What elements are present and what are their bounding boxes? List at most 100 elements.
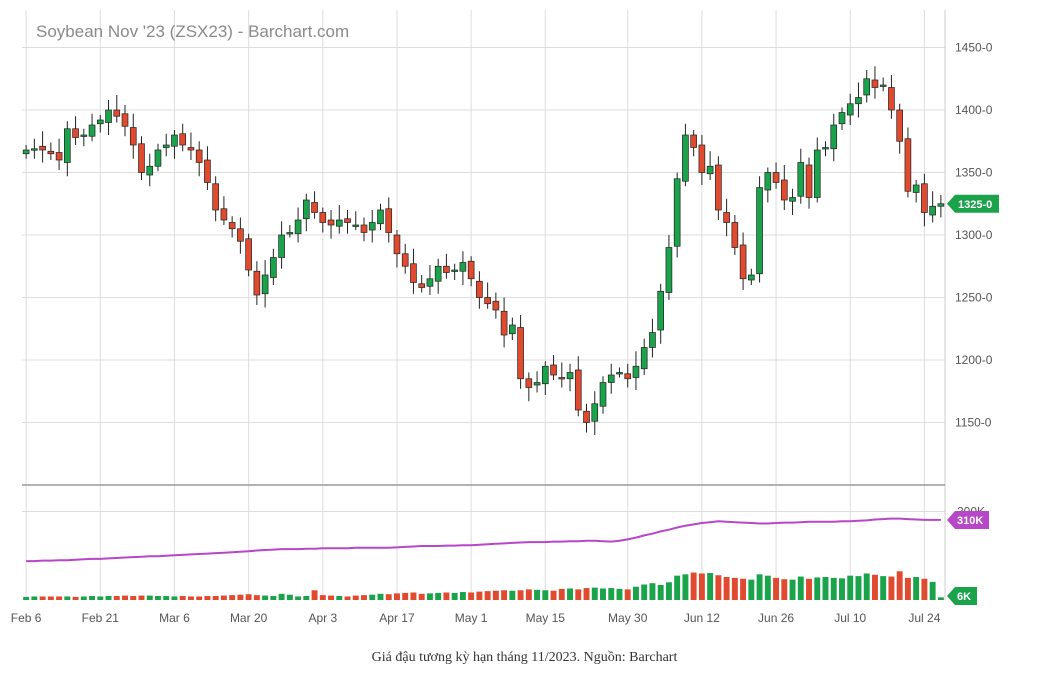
volume-bar xyxy=(756,574,763,600)
volume-bar xyxy=(39,596,46,600)
candle xyxy=(368,210,376,243)
volume-bar xyxy=(286,594,293,600)
candle xyxy=(39,131,46,163)
volume-bar xyxy=(550,590,557,600)
candle-body xyxy=(838,112,846,125)
candle-body xyxy=(410,263,417,283)
volume-bar xyxy=(781,579,788,600)
candle xyxy=(706,151,714,180)
chart-area: Soybean Nov '23 (ZSX23) - Barchart.com 1… xyxy=(10,10,999,625)
candle xyxy=(418,275,426,293)
candle xyxy=(772,162,780,189)
date-tick-label: Apr 3 xyxy=(308,611,337,625)
candle xyxy=(690,130,697,157)
volume-bar xyxy=(806,578,812,600)
candle xyxy=(377,203,384,230)
volume-bar xyxy=(707,573,714,600)
candle xyxy=(574,356,582,417)
candle-body xyxy=(665,247,673,293)
candle-body xyxy=(39,145,46,151)
candle-body xyxy=(896,109,903,142)
volume-bar xyxy=(394,593,400,600)
candle xyxy=(352,211,360,230)
volume-bar xyxy=(138,595,145,600)
candle xyxy=(558,362,566,388)
volume-bar xyxy=(303,596,310,600)
candle xyxy=(410,248,417,294)
candle-body xyxy=(912,184,920,193)
volume-bar xyxy=(336,596,343,600)
volume-bar xyxy=(748,579,755,600)
volume-bar xyxy=(888,576,895,600)
candle xyxy=(443,253,450,279)
volume-bar xyxy=(220,595,227,600)
volume-bar xyxy=(89,596,96,600)
candle xyxy=(838,107,846,130)
candle xyxy=(187,132,195,160)
volume-bar xyxy=(97,596,104,600)
candle xyxy=(171,130,178,159)
volume-bar xyxy=(196,596,203,600)
volume-bar xyxy=(402,592,409,600)
candle xyxy=(624,363,632,388)
candle-body xyxy=(492,300,500,311)
volume-bar xyxy=(690,572,697,600)
candle-body xyxy=(517,327,524,380)
candle xyxy=(492,292,500,319)
volume-bar xyxy=(731,577,738,600)
volume-bar xyxy=(212,596,219,600)
volume-bar xyxy=(492,590,499,600)
candle-body xyxy=(113,109,121,117)
volume-bar xyxy=(542,590,549,600)
volume-average-tag-shape xyxy=(947,510,989,529)
candle xyxy=(459,251,467,285)
candle xyxy=(921,173,928,227)
candle xyxy=(846,93,854,125)
candle-body xyxy=(822,147,829,150)
candle xyxy=(517,315,524,389)
volume-bar xyxy=(229,595,236,600)
volume-bar xyxy=(723,577,730,600)
candle xyxy=(632,351,640,390)
candle xyxy=(896,103,903,154)
candle xyxy=(220,196,228,225)
volume-bar xyxy=(863,573,870,600)
volume-bar xyxy=(369,594,376,600)
candle-series xyxy=(22,66,945,435)
candle-body xyxy=(599,382,607,407)
candle xyxy=(434,258,442,294)
candle-body xyxy=(459,262,467,272)
candle xyxy=(335,205,343,234)
candle-body xyxy=(171,134,178,147)
volume-bar xyxy=(814,577,821,600)
candle-body xyxy=(418,283,426,288)
volume-bar xyxy=(698,573,705,600)
candle-body xyxy=(55,152,63,161)
candle-body xyxy=(96,119,104,125)
volume-bar xyxy=(385,594,392,600)
volume-bar xyxy=(740,578,747,600)
candle-body xyxy=(476,280,483,298)
volume-bar xyxy=(270,596,277,600)
volume-bar xyxy=(105,596,112,600)
volume-bar xyxy=(509,590,516,600)
candle-body xyxy=(187,147,195,151)
volume-series xyxy=(23,571,944,600)
candle xyxy=(467,256,475,287)
volume-bar xyxy=(657,584,664,600)
candle xyxy=(47,142,55,160)
candle-body xyxy=(888,87,895,111)
volume-bar xyxy=(459,592,466,600)
candle-body xyxy=(789,197,796,202)
volume-bar xyxy=(23,596,30,600)
volume-bar xyxy=(929,581,936,600)
volume-bar xyxy=(410,592,417,600)
candle xyxy=(682,123,689,187)
volume-bar xyxy=(171,596,178,600)
candle xyxy=(237,217,244,254)
candle-body xyxy=(715,164,722,211)
candle xyxy=(138,136,145,180)
candle xyxy=(640,338,648,375)
candle-body xyxy=(72,128,79,138)
candle-body xyxy=(154,149,162,167)
